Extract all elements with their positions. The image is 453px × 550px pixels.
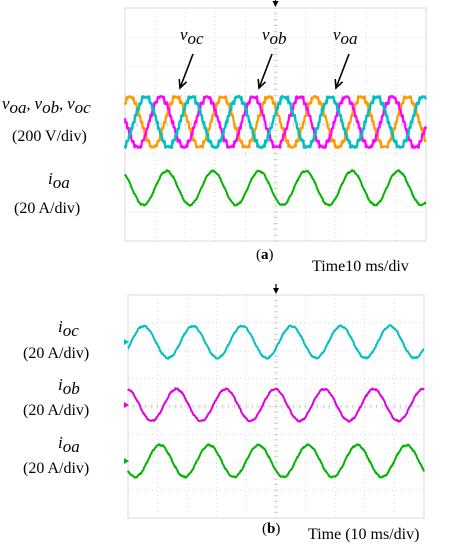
arrow-voa-head	[334, 78, 344, 90]
panel-b-scope	[124, 284, 425, 519]
annotation-voa: voa	[333, 25, 358, 49]
channel-marker	[124, 339, 129, 345]
current-scale-label-a: (20 A/div)	[14, 200, 81, 217]
panel-a-trigger-marker	[272, 1, 279, 7]
arrow-voc-head	[178, 78, 188, 90]
panel-b-caption: (b)	[262, 521, 281, 537]
voltage-scale-label: (200 V/div)	[12, 128, 87, 145]
series-voa	[123, 95, 428, 149]
current-scale-ioc: (20 A/div)	[23, 345, 90, 362]
panel-b-timescale: Time (10 ms/div)	[308, 526, 420, 543]
current-scale-ioa-b: (20 A/div)	[23, 460, 90, 477]
series-ioa-b	[127, 443, 425, 479]
current-scale-iob: (20 A/div)	[23, 402, 90, 419]
current-label-ioc: ioc	[58, 317, 79, 341]
panel-a-timescale: Time10 ms/div	[312, 258, 409, 275]
panel-b-trigger-marker	[273, 288, 279, 294]
series-ioa-a	[124, 169, 427, 207]
arrow-vob-shaft	[258, 53, 273, 89]
current-label-ioa-b: ioa	[58, 433, 80, 457]
series-vob	[123, 95, 428, 149]
panel-a-caption: (a)	[256, 247, 274, 263]
arrow-vob-head	[257, 78, 267, 90]
channel-marker	[124, 402, 129, 408]
panel-a-scope	[123, 0, 428, 242]
arrow-voc-shaft	[179, 53, 194, 89]
annotation-voc: voc	[180, 25, 204, 49]
arrow-voa-shaft	[335, 53, 350, 89]
voltage-label: voa, vob, voc	[2, 94, 91, 118]
channel-marker	[124, 458, 129, 464]
current-label-iob: iob	[58, 375, 80, 399]
series-iob	[127, 387, 425, 423]
current-label-a: ioa	[48, 169, 70, 193]
series-ioc	[127, 324, 425, 360]
annotation-vob: vob	[262, 25, 287, 49]
